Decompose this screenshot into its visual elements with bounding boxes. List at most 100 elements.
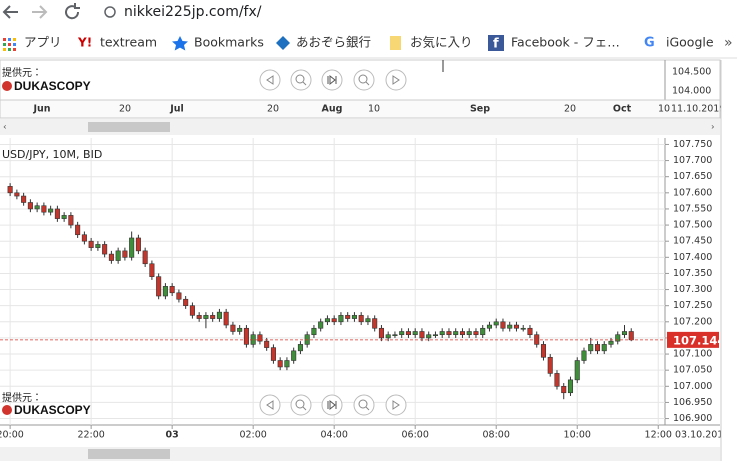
overview-y-label: 104.000 xyxy=(672,86,711,97)
provider-label: 提供元： xyxy=(2,66,42,79)
candle-body xyxy=(196,315,202,319)
nav-button[interactable] xyxy=(353,394,375,416)
bookmark[interactable]: textream xyxy=(100,35,157,50)
candle-body xyxy=(480,327,486,336)
candle-body xyxy=(311,327,317,336)
candle-body xyxy=(135,237,141,252)
scroll-thumb[interactable] xyxy=(88,122,170,132)
y-tick-label: 107.600 xyxy=(673,187,712,198)
x-tick-label: 06:00 xyxy=(402,430,429,441)
candle-body xyxy=(210,315,216,319)
candle-body xyxy=(203,315,209,319)
more-icon[interactable]: » xyxy=(724,35,733,51)
candle-body xyxy=(34,205,40,210)
y-tick-label: 107.450 xyxy=(673,236,712,247)
page-edge xyxy=(721,60,737,461)
candle-body xyxy=(14,192,20,197)
nav-button[interactable] xyxy=(290,69,312,91)
overview-x-label: 20 xyxy=(267,104,279,115)
nav-button[interactable] xyxy=(385,394,407,416)
scroll-right[interactable]: › xyxy=(711,123,715,133)
provider-name: DUKASCOPY xyxy=(14,79,91,93)
candle-body xyxy=(223,311,229,326)
candle-body xyxy=(237,327,243,332)
nav-icon xyxy=(295,399,305,409)
candle-body xyxy=(183,298,189,306)
nav-button[interactable] xyxy=(321,69,343,91)
nav-icon xyxy=(358,74,368,84)
candle-body xyxy=(41,205,47,213)
candle-body xyxy=(412,331,418,336)
candle-body xyxy=(324,318,330,323)
y-tick-label: 107.250 xyxy=(673,300,712,311)
candle-body xyxy=(189,305,195,316)
y-tick-label: 107.050 xyxy=(673,365,712,376)
nav-icon xyxy=(392,75,400,85)
nav-button[interactable] xyxy=(385,69,407,91)
nav-icon xyxy=(365,406,370,411)
bookmark[interactable]: iGoogle xyxy=(666,35,714,50)
candle-body xyxy=(588,344,594,352)
candle-body xyxy=(115,250,121,261)
star-icon xyxy=(172,36,188,51)
scrollbar[interactable] xyxy=(0,447,720,461)
candle-body xyxy=(628,331,634,341)
bookmark[interactable]: アプリ xyxy=(24,35,62,50)
scrollbar[interactable] xyxy=(0,119,720,135)
bookmark[interactable]: Bookmarks xyxy=(194,35,264,50)
nav-button[interactable] xyxy=(321,394,343,416)
nav-button[interactable] xyxy=(290,394,312,416)
candle-body xyxy=(392,334,398,337)
candle-body xyxy=(277,360,283,368)
back-button[interactable] xyxy=(2,5,18,19)
bookmark[interactable]: お気に入り xyxy=(410,35,473,50)
candle-body xyxy=(291,350,297,361)
forward-button[interactable] xyxy=(32,5,48,19)
x-tick-label: 02:00 xyxy=(239,430,266,441)
candle-body xyxy=(527,327,533,336)
candle-body xyxy=(426,334,432,339)
y-tick-label: 107.100 xyxy=(673,349,712,360)
candle-body xyxy=(358,315,364,323)
candle-body xyxy=(297,344,303,352)
candle-body xyxy=(615,334,621,342)
candle-body xyxy=(561,386,567,394)
reload-button[interactable] xyxy=(65,3,80,20)
nav-button[interactable] xyxy=(353,69,375,91)
candle-body xyxy=(27,202,33,210)
candle-body xyxy=(88,240,94,248)
chart-title: USD/JPY, 10M, BID xyxy=(2,148,102,161)
candle-body xyxy=(493,321,499,326)
nav-button[interactable] xyxy=(259,394,281,416)
candle-body xyxy=(284,360,290,368)
candle-body xyxy=(270,347,276,361)
y-tick-label: 107.200 xyxy=(673,316,712,327)
candle-body xyxy=(594,344,601,352)
y-tick-label: 107.750 xyxy=(673,139,712,150)
bookmark[interactable]: Facebook - フェ… xyxy=(511,35,620,50)
provider-name: DUKASCOPY xyxy=(14,403,91,417)
candle-body xyxy=(466,331,472,336)
bank-icon xyxy=(276,36,290,50)
candle-body xyxy=(156,276,162,297)
info-icon[interactable] xyxy=(104,6,116,18)
overview-x-label: Aug xyxy=(322,104,343,115)
grid xyxy=(0,138,665,425)
y-tick-label: 107.500 xyxy=(673,220,712,231)
y-tick-label: 107.550 xyxy=(673,203,712,214)
overview-y-label: 104.500 xyxy=(672,67,711,78)
x-tick-label: 08:00 xyxy=(483,430,510,441)
scroll-left[interactable]: ‹ xyxy=(3,123,7,133)
candle-body xyxy=(81,234,87,242)
overview-x-axis xyxy=(0,99,721,119)
candle-body xyxy=(486,324,492,329)
nav-button[interactable] xyxy=(259,69,281,91)
candle-body xyxy=(264,340,270,348)
scroll-thumb[interactable] xyxy=(88,449,170,459)
bookmark[interactable]: あおぞら銀行 xyxy=(296,35,371,50)
x-tick-label: 22:00 xyxy=(77,430,104,441)
candle-body xyxy=(574,360,580,381)
overview-x-label: 20 xyxy=(564,104,576,115)
nav-buttons xyxy=(259,69,407,416)
url[interactable]: nikkei225jp.com/fx/ xyxy=(124,4,262,20)
